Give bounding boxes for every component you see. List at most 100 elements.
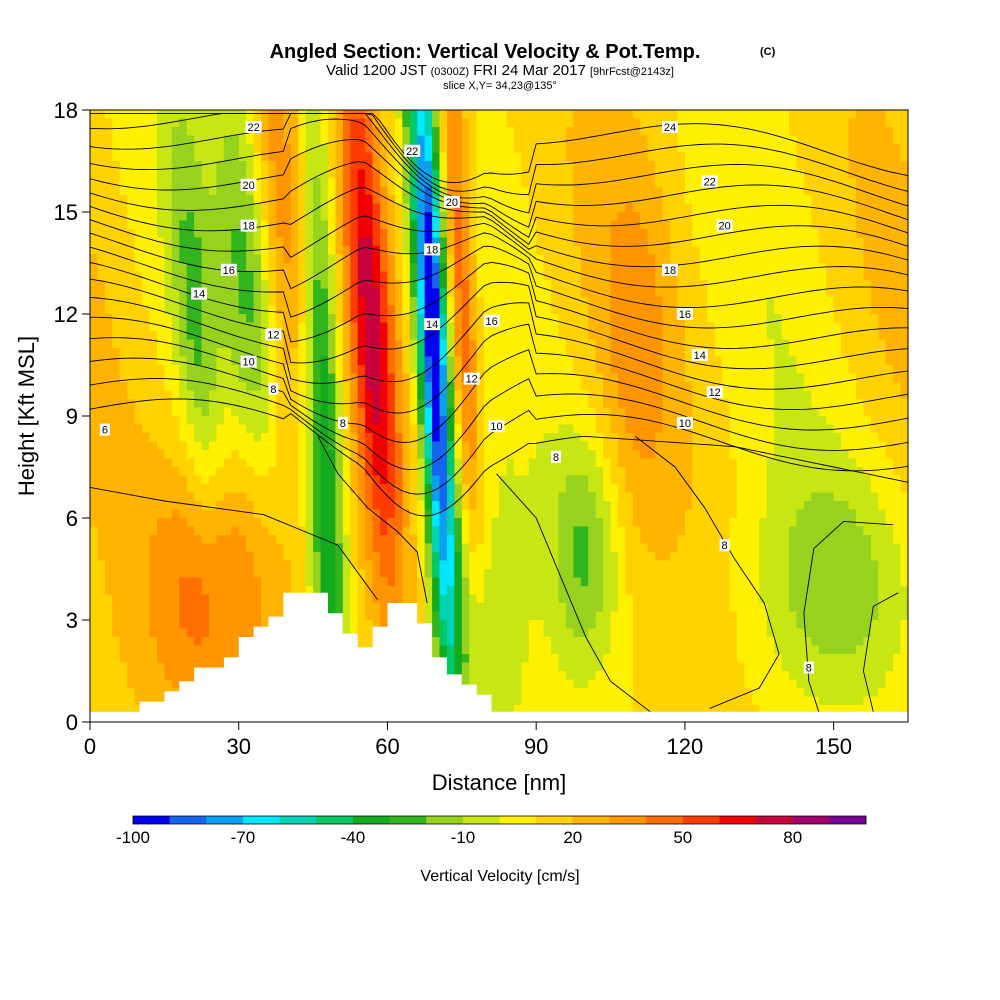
velocity-cell	[833, 220, 842, 230]
velocity-cell	[387, 271, 396, 281]
velocity-cell	[357, 424, 366, 434]
velocity-cell	[528, 280, 537, 290]
velocity-cell	[632, 203, 641, 213]
velocity-cell	[171, 280, 180, 290]
velocity-cell	[603, 339, 612, 349]
velocity-cell	[573, 382, 582, 392]
velocity-cell	[766, 118, 775, 128]
velocity-cell	[558, 441, 567, 451]
velocity-cell	[521, 373, 530, 383]
velocity-cell	[655, 288, 664, 298]
velocity-cell	[238, 144, 247, 154]
velocity-cell	[751, 169, 760, 179]
velocity-cell	[796, 263, 805, 273]
velocity-cell	[476, 399, 485, 409]
velocity-cell	[878, 365, 887, 375]
velocity-cell	[476, 271, 485, 281]
velocity-cell	[833, 416, 842, 426]
velocity-cell	[372, 271, 381, 281]
velocity-cell	[632, 365, 641, 375]
velocity-cell	[268, 475, 277, 485]
velocity-cell	[803, 280, 812, 290]
velocity-cell	[536, 178, 545, 188]
velocity-cell	[796, 314, 805, 324]
velocity-cell	[751, 356, 760, 366]
velocity-cell	[186, 195, 195, 205]
velocity-cell	[499, 475, 508, 485]
velocity-cell	[387, 433, 396, 443]
velocity-cell	[662, 331, 671, 341]
velocity-cell	[134, 322, 143, 332]
velocity-cell	[603, 407, 612, 417]
velocity-cell	[670, 322, 679, 332]
velocity-cell	[201, 407, 210, 417]
velocity-cell	[536, 441, 545, 451]
velocity-cell	[335, 161, 344, 171]
velocity-cell	[878, 118, 887, 128]
velocity-cell	[803, 118, 812, 128]
velocity-cell	[127, 212, 136, 222]
velocity-cell	[357, 450, 366, 460]
velocity-cell	[610, 416, 619, 426]
velocity-cell	[885, 118, 894, 128]
velocity-cell	[380, 118, 389, 128]
velocity-cell	[588, 161, 597, 171]
velocity-cell	[551, 475, 560, 485]
velocity-cell	[283, 348, 292, 358]
velocity-cell	[402, 237, 411, 247]
velocity-cell	[357, 322, 366, 332]
velocity-cell	[380, 161, 389, 171]
velocity-cell	[469, 382, 478, 392]
velocity-cell	[298, 195, 307, 205]
velocity-cell	[313, 212, 322, 222]
velocity-cell	[171, 203, 180, 213]
velocity-cell	[714, 135, 723, 145]
velocity-cell	[432, 220, 441, 230]
velocity-cell	[722, 467, 731, 477]
velocity-cell	[506, 458, 515, 468]
velocity-cell	[394, 169, 403, 179]
velocity-cell	[268, 186, 277, 196]
velocity-cell	[327, 373, 336, 383]
velocity-cell	[446, 152, 455, 162]
velocity-cell	[565, 390, 574, 400]
velocity-cell	[789, 186, 798, 196]
velocity-cell	[380, 220, 389, 230]
velocity-cell	[372, 263, 381, 273]
velocity-cell	[409, 382, 418, 392]
velocity-cell	[446, 458, 455, 468]
velocity-cell	[655, 178, 664, 188]
velocity-cell	[97, 152, 106, 162]
velocity-cell	[327, 322, 336, 332]
velocity-cell	[387, 314, 396, 324]
velocity-cell	[774, 271, 783, 281]
velocity-cell	[402, 169, 411, 179]
velocity-cell	[305, 127, 314, 137]
velocity-cell	[90, 441, 99, 451]
velocity-cell	[796, 399, 805, 409]
velocity-cell	[551, 144, 560, 154]
velocity-cell	[469, 416, 478, 426]
velocity-cell	[714, 212, 723, 222]
velocity-cell	[394, 373, 403, 383]
velocity-cell	[811, 450, 820, 460]
velocity-cell	[841, 475, 850, 485]
velocity-cell	[677, 390, 686, 400]
velocity-cell	[238, 348, 247, 358]
velocity-cell	[684, 203, 693, 213]
velocity-cell	[142, 356, 151, 366]
velocity-cell	[870, 280, 879, 290]
velocity-cell	[365, 373, 374, 383]
velocity-cell	[201, 127, 210, 137]
velocity-cell	[149, 186, 158, 196]
velocity-cell	[610, 373, 619, 383]
velocity-cell	[380, 399, 389, 409]
velocity-cell	[781, 314, 790, 324]
velocity-cell	[320, 237, 329, 247]
velocity-cell	[313, 220, 322, 230]
velocity-cell	[469, 458, 478, 468]
velocity-cell	[127, 382, 136, 392]
velocity-cell	[179, 424, 188, 434]
velocity-cell	[149, 280, 158, 290]
velocity-cell	[246, 331, 255, 341]
